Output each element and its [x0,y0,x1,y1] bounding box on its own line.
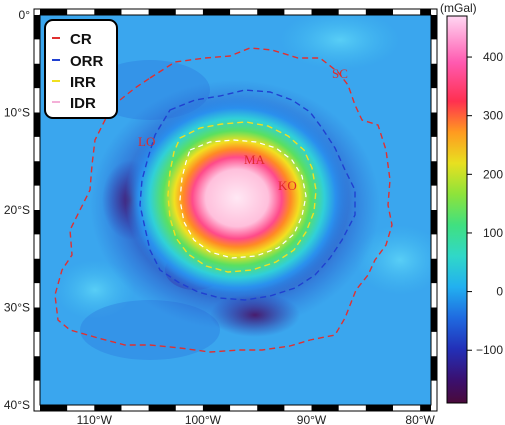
frame-segment-bottom [420,405,431,411]
legend-label-cr: CR [70,31,92,48]
x-tick-label: 90°W [297,413,327,425]
central-mascon [125,96,349,300]
legend-label-orr: ORR [70,53,104,70]
frame-segment-top [365,9,393,15]
label-sc: SC [332,66,348,81]
colorbar-tick-label: 300 [483,109,503,123]
orr-contour [139,89,356,301]
label-ko: KO [278,178,297,193]
frame-segment-right [431,112,437,137]
frame-segment-left [34,15,40,40]
x-tick-label: 100°W [185,413,222,425]
label-ma: MA [244,152,266,167]
frame-segment-top [94,9,122,15]
frame-segment-right [431,258,437,284]
irr-contour [167,121,317,273]
frame-segment-left [34,63,40,89]
low-anomaly-south [210,293,300,337]
frame-segment-top [420,9,431,15]
frame-segment-bottom [257,405,285,411]
x-tick-label: 110°W [77,413,113,425]
frame-segment-right [431,63,437,89]
y-axis-labels: 0° 10°S 20°S 30°S 40°S [4,8,30,412]
frame-segment-left [34,356,40,381]
cr-contour [54,47,393,353]
map-frame [33,8,438,412]
frame-segment-top [148,9,176,15]
x-tick-label: 80°W [405,413,435,425]
colorbar: (mGal) 400 300 200 100 0 −100 [440,1,503,404]
frame-segment-bottom [40,405,68,411]
frame-segment-top [257,9,285,15]
legend-label-idr: IDR [70,95,96,112]
frame-segment-right [431,161,437,186]
y-tick-label: 20°S [4,203,30,217]
colorbar-tick-label: 200 [483,167,503,181]
y-tick-label: 10°S [4,106,30,120]
frame-segment-right [431,15,437,40]
frame-segment-bottom [94,405,122,411]
colorbar-ticks: 400 300 200 100 0 −100 [467,50,503,357]
frame-segment-right [431,356,437,381]
label-lo: LO [138,134,155,149]
y-tick-label: 0° [19,8,31,22]
colorbar-tick-label: −100 [476,343,503,357]
frame-segment-bottom [148,405,176,411]
legend-item-orr: ORR [52,53,104,70]
frame-segment-left [34,161,40,186]
colorbar-tick-label: 0 [496,285,503,299]
legend-label-irr: IRR [70,74,96,91]
field-high-ne [280,15,400,70]
frame-segment-left [34,112,40,137]
frame-segment-bottom [202,405,231,411]
colorbar-tick-label: 400 [483,50,503,64]
legend-item-irr: IRR [52,74,96,91]
frame-segment-left [34,307,40,332]
legend-box [44,19,118,119]
frame-segment-bottom [365,405,393,411]
colorbar-unit-label: (mGal) [440,1,477,15]
legend: CR ORR IRR IDR [44,19,118,119]
y-tick-label: 40°S [4,398,30,412]
x-axis-labels: 110°W 100°W 90°W 80°W [77,413,436,425]
y-tick-label: 30°S [4,301,30,315]
colorbar-gradient [446,15,468,404]
legend-item-idr: IDR [52,95,96,112]
frame-segment-right [431,210,437,235]
frame-segment-left [34,210,40,235]
gravity-map: SC LO MA KO [40,15,431,405]
colorbar-tick-label: 100 [483,226,503,240]
field-high-e [355,225,431,295]
frame-segment-top [202,9,231,15]
idr-contour [179,139,307,259]
frame-segment-top [40,9,68,15]
frame-segment-left [34,258,40,284]
frame-segment-bottom [311,405,339,411]
legend-item-cr: CR [52,31,92,48]
frame-segment-top [311,9,339,15]
frame-segment-right [431,307,437,332]
